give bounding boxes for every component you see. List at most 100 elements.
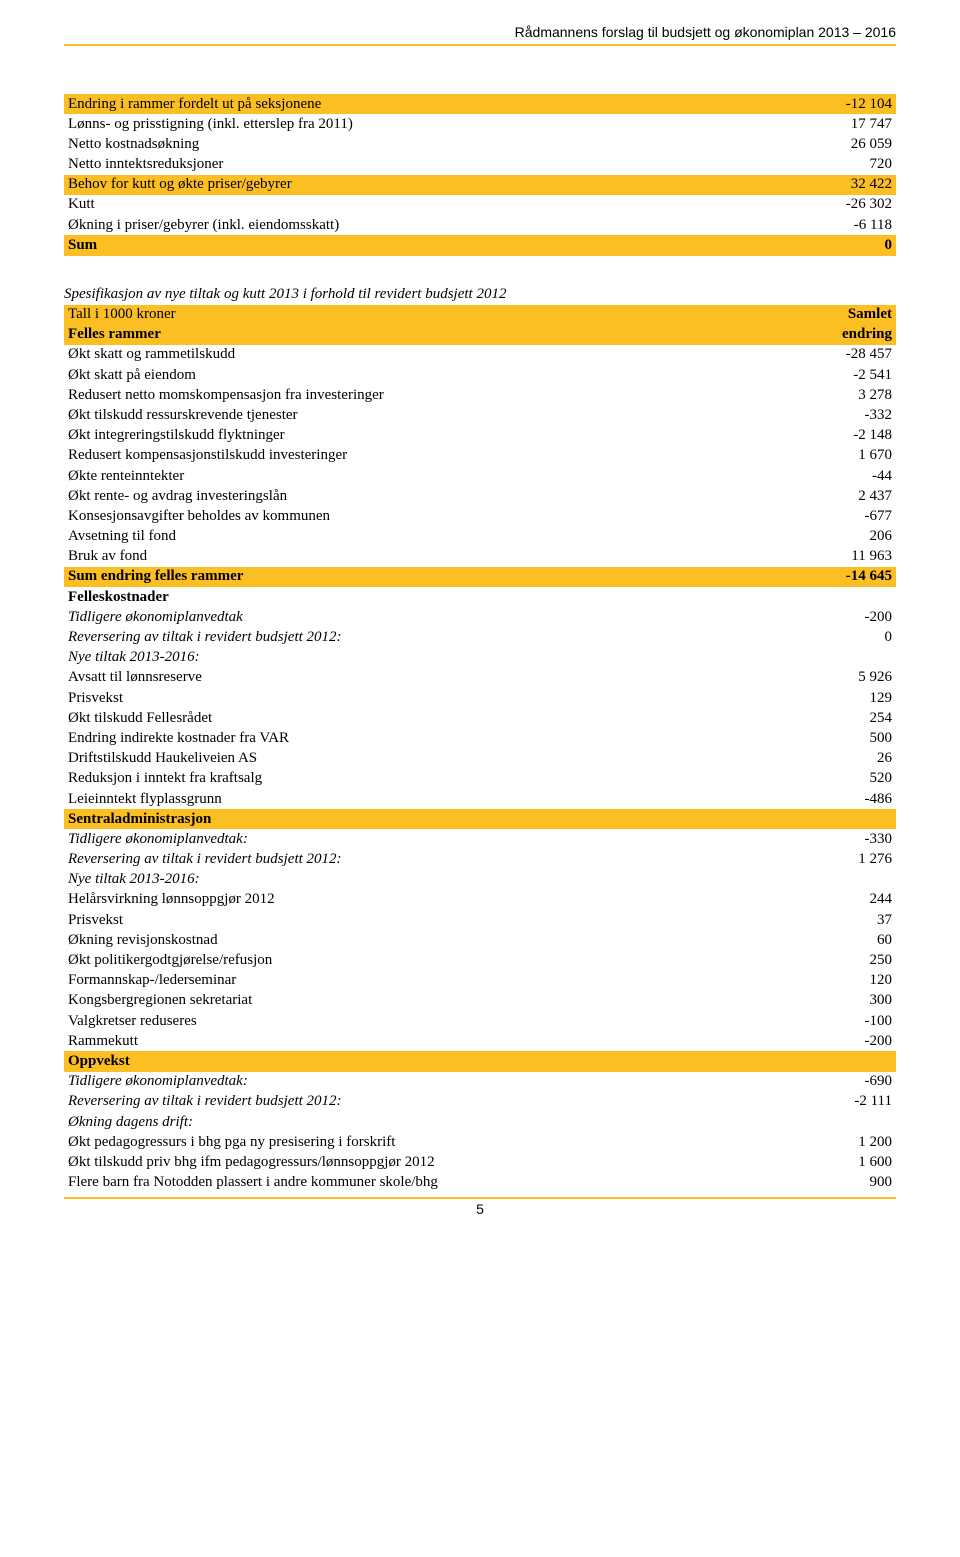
row-label: Økt integreringstilskudd flyktninger [64, 426, 786, 446]
row-value: 1 200 [786, 1132, 896, 1152]
table-row: Konsesjonsavgifter beholdes av kommunen-… [64, 506, 896, 526]
row-value: 32 422 [786, 175, 896, 195]
row-value: endring [786, 325, 896, 345]
row-value: 244 [786, 890, 896, 910]
table-row: Reduksjon i inntekt fra kraftsalg520 [64, 769, 896, 789]
row-label: Økt skatt på eiendom [64, 365, 786, 385]
row-value: -677 [786, 506, 896, 526]
row-value: -26 302 [786, 195, 896, 215]
table-row: Valgkretser reduseres-100 [64, 1011, 896, 1031]
row-label: Prisvekst [64, 910, 786, 930]
table-row: Redusert kompensasjonstilskudd investeri… [64, 446, 896, 466]
table-row: Sentraladministrasjon [64, 809, 896, 829]
row-label: Reversering av tiltak i revidert budsjet… [64, 628, 786, 648]
table-row: Prisvekst37 [64, 910, 896, 930]
row-value: -332 [786, 405, 896, 425]
table-row: Økning i priser/gebyrer (inkl. eiendomss… [64, 215, 896, 235]
table-row: Nye tiltak 2013-2016: [64, 870, 896, 890]
table-row: Økt skatt og rammetilskudd-28 457 [64, 345, 896, 365]
row-value: 254 [786, 708, 896, 728]
row-value: 60 [786, 930, 896, 950]
table-row: Netto inntektsreduksjoner720 [64, 155, 896, 175]
row-value: -44 [786, 466, 896, 486]
row-value: 37 [786, 910, 896, 930]
table-row: Økning dagens drift: [64, 1112, 896, 1132]
table-row: Økt integreringstilskudd flyktninger-2 1… [64, 426, 896, 446]
table-row: Reversering av tiltak i revidert budsjet… [64, 1092, 896, 1112]
table-row: Økt tilskudd ressurskrevende tjenester-3… [64, 405, 896, 425]
table-row: Oppvekst [64, 1051, 896, 1071]
row-label: Nye tiltak 2013-2016: [64, 870, 786, 890]
row-value: 1 276 [786, 850, 896, 870]
table-row: Nye tiltak 2013-2016: [64, 648, 896, 668]
row-label: Flere barn fra Notodden plassert i andre… [64, 1173, 786, 1193]
row-label: Oppvekst [64, 1051, 786, 1071]
row-label: Endring i rammer fordelt ut på seksjonen… [64, 94, 786, 114]
row-value: -12 104 [786, 94, 896, 114]
table-row: Flere barn fra Notodden plassert i andre… [64, 1173, 896, 1193]
row-label: Sum [64, 235, 786, 255]
table-row: Reversering av tiltak i revidert budsjet… [64, 628, 896, 648]
row-label: Tidligere økonomiplanvedtak: [64, 829, 786, 849]
row-value [786, 648, 896, 668]
footer-rule [64, 1197, 896, 1199]
row-label: Økt politikergodtgjørelse/refusjon [64, 951, 786, 971]
row-value: -28 457 [786, 345, 896, 365]
row-label: Kongsbergregionen sekretariat [64, 991, 786, 1011]
table-row: Reversering av tiltak i revidert budsjet… [64, 850, 896, 870]
table-row: Økt tilskudd Fellesrådet254 [64, 708, 896, 728]
row-label: Reversering av tiltak i revidert budsjet… [64, 850, 786, 870]
table-row: Kutt-26 302 [64, 195, 896, 215]
row-value: 1 600 [786, 1152, 896, 1172]
table-row: Tidligere økonomiplanvedtak:-690 [64, 1072, 896, 1092]
table-row: Økt pedagogressurs i bhg pga ny presiser… [64, 1132, 896, 1152]
row-value: -2 148 [786, 426, 896, 446]
table-row: Tidligere økonomiplanvedtak-200 [64, 607, 896, 627]
table-row: Sum endring felles rammer-14 645 [64, 567, 896, 587]
row-value: 206 [786, 527, 896, 547]
row-value: 26 [786, 749, 896, 769]
table-row: Økt skatt på eiendom-2 541 [64, 365, 896, 385]
row-value: 2 437 [786, 486, 896, 506]
row-label: Avsetning til fond [64, 527, 786, 547]
header-rule [64, 44, 896, 46]
row-value [786, 1051, 896, 1071]
row-value: 0 [786, 628, 896, 648]
row-label: Reversering av tiltak i revidert budsjet… [64, 1092, 786, 1112]
row-value: -2 541 [786, 365, 896, 385]
row-value [786, 809, 896, 829]
table-header-row: Tall i 1000 kroner Samlet [64, 305, 896, 325]
row-value: -14 645 [786, 567, 896, 587]
row-label: Økt rente- og avdrag investeringslån [64, 486, 786, 506]
row-value: -200 [786, 1031, 896, 1051]
row-label: Driftstilskudd Haukeliveien AS [64, 749, 786, 769]
row-value: 1 670 [786, 446, 896, 466]
row-label: Økt pedagogressurs i bhg pga ny presiser… [64, 1132, 786, 1152]
row-value: -100 [786, 1011, 896, 1031]
row-label: Nye tiltak 2013-2016: [64, 648, 786, 668]
row-value: 5 926 [786, 668, 896, 688]
row-label: Lønns- og prisstigning (inkl. etterslep … [64, 114, 786, 134]
table-row: Formannskap-/lederseminar120 [64, 971, 896, 991]
row-value: 120 [786, 971, 896, 991]
table-row: Økte renteinntekter-44 [64, 466, 896, 486]
table-row: Driftstilskudd Haukeliveien AS26 [64, 749, 896, 769]
row-value: 720 [786, 155, 896, 175]
table-row: Økt politikergodtgjørelse/refusjon250 [64, 951, 896, 971]
table-header-value: Samlet [786, 305, 896, 325]
subtitle: Spesifikasjon av nye tiltak og kutt 2013… [64, 286, 896, 303]
row-label: Økt tilskudd ressurskrevende tjenester [64, 405, 786, 425]
table-row: Økning revisjonskostnad60 [64, 930, 896, 950]
row-label: Leieinntekt flyplassgrunn [64, 789, 786, 809]
row-value [786, 1112, 896, 1132]
row-label: Rammekutt [64, 1031, 786, 1051]
table-row: Endring i rammer fordelt ut på seksjonen… [64, 94, 896, 114]
row-label: Netto kostnadsøkning [64, 134, 786, 154]
row-label: Helårsvirkning lønnsoppgjør 2012 [64, 890, 786, 910]
table-row: Økt tilskudd priv bhg ifm pedagogressurs… [64, 1152, 896, 1172]
row-value: 11 963 [786, 547, 896, 567]
row-label: Felleskostnader [64, 587, 786, 607]
row-label: Økt tilskudd priv bhg ifm pedagogressurs… [64, 1152, 786, 1172]
row-label: Redusert kompensasjonstilskudd investeri… [64, 446, 786, 466]
row-value: -200 [786, 607, 896, 627]
